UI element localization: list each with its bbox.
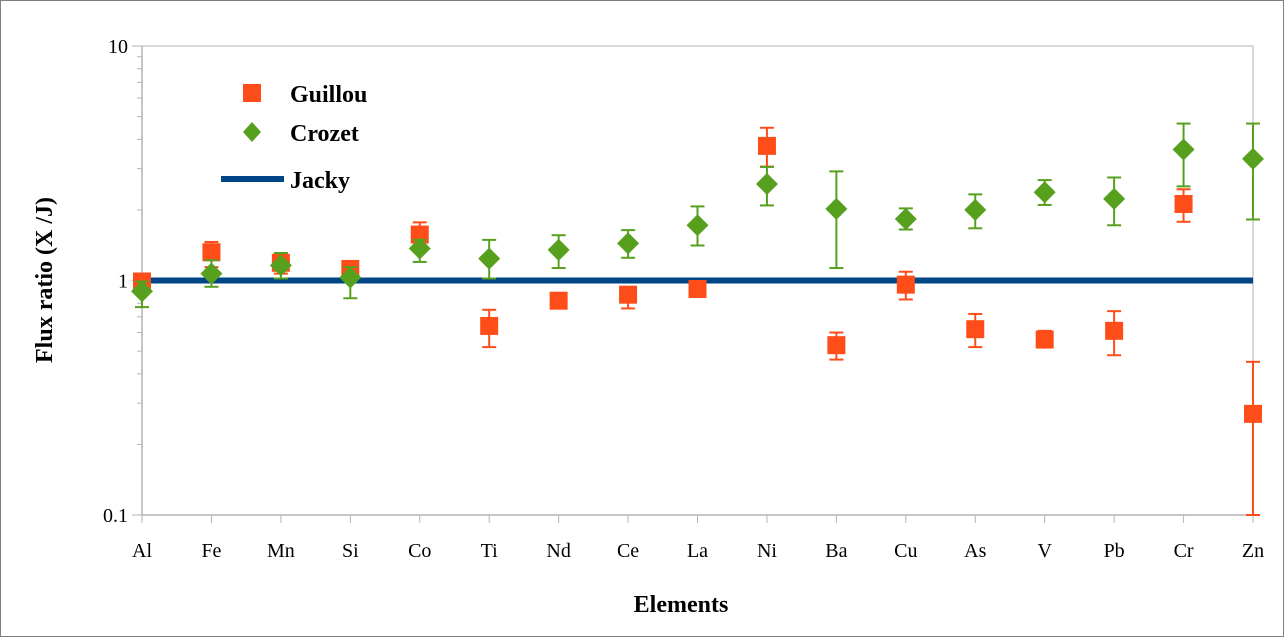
crozet-point-nd: [547, 238, 570, 261]
y-tick-label: 10: [108, 36, 128, 58]
guillou-point-fe: [202, 243, 221, 262]
guillou-point-cr: [1174, 194, 1193, 213]
legend-guillou-label: Guillou: [290, 82, 367, 108]
guillou-point-nd: [549, 291, 568, 310]
x-tick-label-ba: Ba: [825, 540, 847, 562]
guillou-point-v: [1035, 330, 1054, 349]
legend: Guillou Crozet Jacky: [221, 82, 367, 194]
legend-crozet-swatch: [243, 122, 261, 142]
crozet-point-zn: [1242, 147, 1264, 170]
guillou-point-as: [966, 320, 985, 339]
guillou-point-pb: [1105, 321, 1124, 340]
x-tick-label-v: V: [1037, 540, 1052, 562]
x-tick-label-al: Al: [132, 540, 152, 562]
x-tick-label-cu: Cu: [894, 540, 917, 562]
crozet-point-la: [686, 214, 709, 237]
x-tick-label-as: As: [964, 540, 986, 562]
legend-guillou-swatch: [243, 84, 261, 102]
x-tick-label-zn: Zn: [1242, 540, 1264, 562]
crozet-point-ce: [617, 232, 640, 255]
crozet-point-al: [131, 280, 153, 303]
x-tick-label-fe: Fe: [201, 540, 221, 562]
guillou-point-la: [688, 279, 707, 298]
guillou-point-zn: [1244, 404, 1262, 423]
x-tick-label-co: Co: [408, 540, 431, 562]
x-tick-label-pb: Pb: [1104, 540, 1125, 562]
y-axis-title: Flux ratio (X /J): [32, 197, 58, 363]
series-crozet: [131, 122, 1264, 309]
legend-crozet-label: Crozet: [290, 121, 359, 147]
crozet-point-cu: [894, 207, 917, 230]
series-layer: [131, 122, 1264, 516]
y-tick-label: 1: [118, 271, 128, 293]
guillou-point-ni: [757, 136, 776, 155]
crozet-point-v: [1033, 181, 1056, 204]
legend-jacky-swatch: [221, 176, 284, 182]
guillou-point-ti: [480, 316, 499, 335]
y-axis-ticks: 0.1 1 10: [103, 36, 142, 527]
crozet-point-cr: [1172, 138, 1195, 161]
crozet-point-ba: [825, 197, 848, 220]
x-tick-label-ti: Ti: [481, 540, 499, 562]
x-tick-label-ce: Ce: [617, 540, 639, 562]
crozet-point-si: [339, 266, 362, 289]
crozet-point-fe: [200, 262, 223, 285]
x-tick-label-mn: Mn: [267, 540, 295, 562]
guillou-point-cu: [896, 275, 915, 294]
x-axis-ticks: Al Fe Mn Si Co Ti Nd Ce La Ni Ba Cu As V Pb Cr Zn: [132, 515, 1264, 562]
x-tick-label-ni: Ni: [757, 540, 777, 562]
crozet-point-as: [964, 198, 987, 221]
x-axis-title: Elements: [634, 592, 729, 618]
x-tick-label-la: La: [687, 540, 708, 562]
x-tick-label-cr: Cr: [1174, 540, 1194, 562]
guillou-point-ce: [619, 285, 638, 304]
y-tick-label: 0.1: [103, 505, 128, 527]
guillou-point-ba: [827, 336, 846, 355]
legend-jacky-label: Jacky: [290, 168, 350, 194]
crozet-point-co: [408, 237, 431, 260]
crozet-point-ni: [755, 172, 778, 195]
series-guillou: [133, 126, 1262, 516]
crozet-point-pb: [1103, 187, 1126, 210]
x-tick-label-si: Si: [342, 540, 359, 562]
crozet-point-ti: [478, 247, 501, 270]
crozet-point-mn: [269, 254, 292, 277]
x-tick-label-nd: Nd: [546, 540, 570, 562]
